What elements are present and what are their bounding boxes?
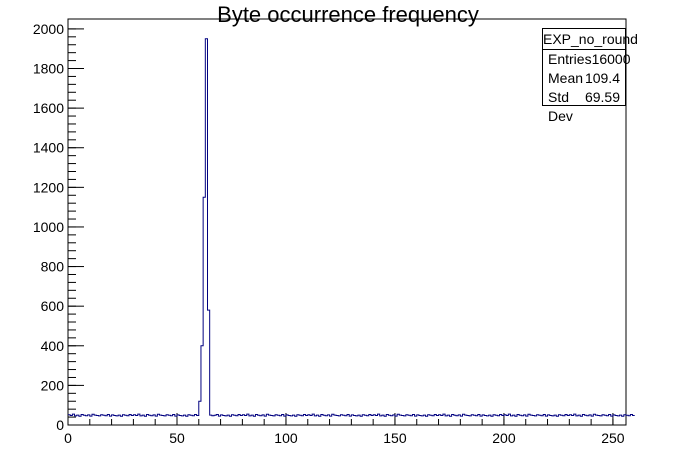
plot-frame <box>67 18 627 426</box>
stats-box: EXP_no_round Entries 16000 Mean 109.4 St… <box>542 28 638 124</box>
x-tick-label: 200 <box>492 430 516 446</box>
y-tick-label: 1600 <box>33 100 64 116</box>
chart-title: Byte occurrence frequency <box>217 2 479 27</box>
stats-row-mean: Mean 109.4 <box>543 69 625 88</box>
y-tick-label: 400 <box>41 338 65 354</box>
stats-label: Mean <box>548 70 584 86</box>
stats-value: 69.59 <box>584 89 620 105</box>
x-tick-label: 250 <box>601 430 625 446</box>
stats-value: 109.4 <box>584 70 620 86</box>
y-tick-label: 200 <box>41 377 65 393</box>
x-tick-label: 150 <box>383 430 407 446</box>
y-tick-label: 2000 <box>33 21 64 37</box>
stats-value: 16000 <box>591 51 631 67</box>
y-tick-label: 1200 <box>33 179 64 195</box>
stats-label: Entries <box>548 51 592 67</box>
y-tick-label: 600 <box>41 298 65 314</box>
stats-row-stddev: Std Dev 69.59 <box>543 88 625 124</box>
x-tick-label: 50 <box>169 430 185 446</box>
y-tick-label: 1000 <box>33 219 64 235</box>
x-axis: 0 50 100 150 200 250 <box>64 413 625 446</box>
stats-box-title: EXP_no_round <box>543 29 638 50</box>
x-tick-label: 0 <box>64 430 72 446</box>
stats-label: Std Dev <box>548 89 573 124</box>
y-tick-label: 0 <box>56 417 64 433</box>
stats-row-entries: Entries 16000 <box>543 50 631 69</box>
y-tick-label: 800 <box>41 259 65 275</box>
y-axis: 0 200 400 600 800 1000 1200 1400 1600 1800 2000 <box>33 21 84 433</box>
y-tick-label: 1800 <box>33 61 64 77</box>
histogram-line <box>68 38 635 417</box>
x-tick-label: 100 <box>274 430 298 446</box>
y-tick-label: 1400 <box>33 140 64 156</box>
